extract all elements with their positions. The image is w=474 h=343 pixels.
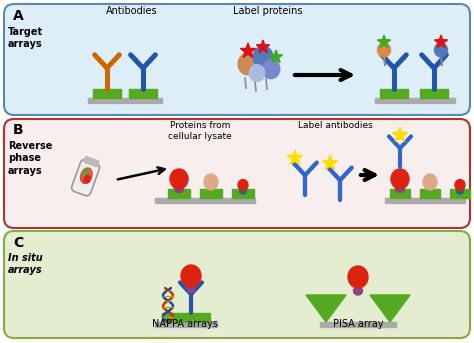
Ellipse shape: [81, 168, 92, 184]
Ellipse shape: [239, 188, 246, 194]
Ellipse shape: [83, 170, 87, 174]
Ellipse shape: [208, 187, 215, 193]
Polygon shape: [306, 295, 346, 322]
Ellipse shape: [348, 266, 368, 288]
Bar: [88, 98, 162, 103]
Polygon shape: [256, 40, 270, 53]
Ellipse shape: [427, 187, 434, 193]
Bar: [380, 89, 408, 98]
Polygon shape: [287, 150, 302, 165]
FancyBboxPatch shape: [4, 119, 470, 228]
Bar: [420, 189, 440, 198]
Bar: [155, 198, 255, 203]
Ellipse shape: [395, 186, 404, 192]
Text: B: B: [13, 123, 24, 137]
Polygon shape: [269, 50, 283, 63]
Bar: [200, 189, 222, 198]
Bar: [375, 98, 455, 103]
FancyBboxPatch shape: [4, 231, 470, 338]
Bar: [93, 89, 121, 98]
Text: Label antibodies: Label antibodies: [298, 121, 373, 130]
Text: A: A: [13, 9, 24, 23]
Polygon shape: [240, 43, 255, 58]
Ellipse shape: [455, 179, 465, 190]
Ellipse shape: [354, 287, 363, 295]
Ellipse shape: [249, 64, 264, 81]
Bar: [84, 156, 99, 167]
Ellipse shape: [181, 265, 201, 287]
Ellipse shape: [238, 53, 258, 75]
Ellipse shape: [391, 169, 409, 189]
Text: Reverse
phase
arrays: Reverse phase arrays: [8, 141, 52, 176]
Text: In situ
arrays: In situ arrays: [8, 253, 43, 275]
Bar: [390, 189, 410, 198]
Bar: [162, 313, 210, 322]
Ellipse shape: [377, 43, 391, 57]
Ellipse shape: [238, 179, 248, 190]
Bar: [129, 89, 157, 98]
Ellipse shape: [253, 46, 273, 68]
Ellipse shape: [174, 186, 183, 192]
Bar: [155, 322, 217, 327]
Bar: [232, 189, 254, 198]
FancyBboxPatch shape: [72, 159, 100, 196]
Polygon shape: [392, 127, 408, 141]
Text: Label proteins: Label proteins: [233, 6, 303, 16]
Text: Proteins from
cellular lysate: Proteins from cellular lysate: [168, 121, 232, 141]
Ellipse shape: [84, 175, 90, 183]
Ellipse shape: [204, 174, 218, 190]
Ellipse shape: [423, 174, 437, 190]
Polygon shape: [322, 155, 337, 169]
Text: Target
arrays: Target arrays: [8, 27, 43, 49]
Bar: [385, 198, 465, 203]
Ellipse shape: [187, 285, 195, 293]
Ellipse shape: [435, 43, 447, 57]
Text: PISA array: PISA array: [333, 319, 383, 329]
Polygon shape: [377, 35, 391, 48]
FancyBboxPatch shape: [4, 4, 470, 115]
Ellipse shape: [456, 188, 464, 194]
Bar: [320, 322, 396, 327]
Ellipse shape: [170, 169, 188, 189]
Bar: [168, 189, 190, 198]
Bar: [450, 189, 470, 198]
Ellipse shape: [262, 59, 280, 79]
Polygon shape: [370, 295, 410, 322]
Text: C: C: [13, 236, 23, 250]
Bar: [420, 89, 448, 98]
Text: NAPPA arrays: NAPPA arrays: [152, 319, 218, 329]
Text: Antibodies: Antibodies: [106, 6, 158, 16]
Polygon shape: [434, 35, 447, 48]
